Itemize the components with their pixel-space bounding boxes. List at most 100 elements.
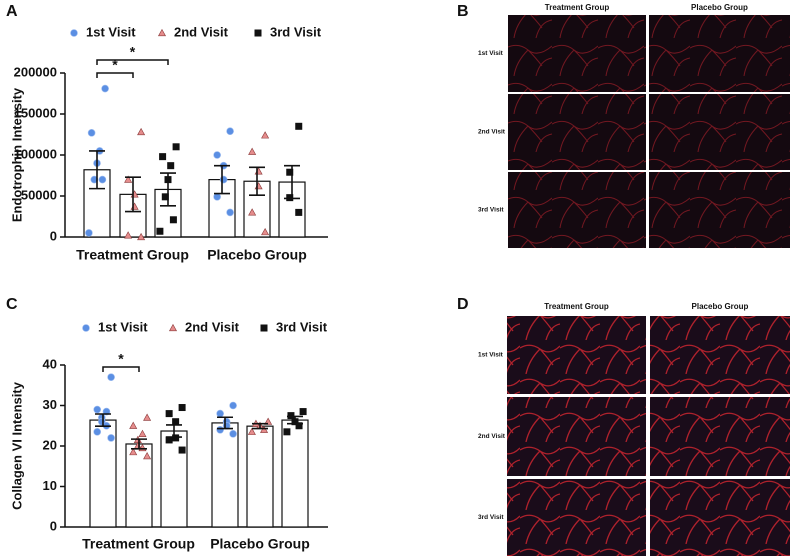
significance-bracket xyxy=(102,366,140,372)
data-point xyxy=(229,430,237,438)
data-point xyxy=(264,417,273,425)
y-tick-label: 40 xyxy=(43,356,57,371)
panel-label: D xyxy=(457,296,469,313)
data-point xyxy=(98,175,107,184)
column-header: Placebo Group xyxy=(692,302,749,311)
micrograph xyxy=(649,15,790,92)
data-point xyxy=(159,153,167,161)
data-point xyxy=(216,409,224,418)
error-bar xyxy=(95,413,111,427)
bar xyxy=(160,430,188,528)
data-point xyxy=(143,413,152,421)
panel-label: C xyxy=(6,296,18,313)
micrograph xyxy=(649,94,790,170)
data-point xyxy=(129,447,138,456)
data-point xyxy=(213,193,221,201)
bar xyxy=(281,419,309,528)
micrograph xyxy=(650,479,790,556)
y-tick-label: 10 xyxy=(43,478,57,493)
y-tick-label: 150000 xyxy=(14,105,57,120)
data-point xyxy=(107,373,115,381)
data-point xyxy=(172,143,180,151)
data-point xyxy=(295,422,303,430)
data-point xyxy=(93,428,102,436)
legend-marker xyxy=(168,323,178,332)
micrograph xyxy=(650,316,790,394)
data-point xyxy=(169,216,177,224)
column-header: Treatment Group xyxy=(545,3,610,12)
significance-bracket xyxy=(96,72,134,78)
data-point xyxy=(101,84,109,93)
data-point xyxy=(286,168,294,176)
y-tick-label: 200000 xyxy=(14,64,57,79)
error-bar xyxy=(160,172,176,207)
data-point xyxy=(229,401,237,410)
error-bar xyxy=(214,164,230,195)
data-point xyxy=(161,193,169,201)
legend-marker xyxy=(70,29,78,37)
data-point xyxy=(254,167,263,175)
error-bar xyxy=(287,415,303,425)
data-point xyxy=(107,434,115,442)
row-label: 3rd Visit xyxy=(478,514,504,521)
error-bar xyxy=(217,416,233,430)
data-point xyxy=(165,410,173,418)
legend-marker xyxy=(260,324,268,332)
x-tick-label: Placebo Group xyxy=(207,247,307,263)
row-label: 2nd Visit xyxy=(478,433,506,440)
data-point xyxy=(165,436,173,444)
data-point xyxy=(87,129,96,137)
data-point xyxy=(172,418,180,426)
y-axis-label: Collagen VI Intensity xyxy=(9,381,24,510)
legend-label: 1st Visit xyxy=(98,319,148,334)
data-point xyxy=(286,194,294,202)
data-point xyxy=(216,425,224,434)
data-point xyxy=(213,151,221,159)
legend-marker xyxy=(157,28,167,37)
error-bar xyxy=(89,150,105,190)
data-point xyxy=(137,232,146,241)
data-point xyxy=(260,425,269,433)
micrograph xyxy=(507,479,646,556)
micrograph xyxy=(508,172,646,248)
legend-label: 3rd Visit xyxy=(270,24,322,39)
data-point xyxy=(138,429,147,437)
error-bar xyxy=(252,422,268,430)
row-label: 3rd Visit xyxy=(478,207,504,214)
data-point xyxy=(124,175,133,183)
error-bar xyxy=(125,176,141,213)
y-tick-label: 100000 xyxy=(14,146,57,161)
bar xyxy=(246,425,274,528)
column-header: Placebo Group xyxy=(691,3,748,12)
data-point xyxy=(219,175,228,184)
data-point xyxy=(226,208,234,217)
y-tick-label: 20 xyxy=(43,437,57,452)
error-bar xyxy=(166,424,182,438)
row-label: 1st Visit xyxy=(478,352,504,359)
data-point xyxy=(85,229,93,237)
column-header: Treatment Group xyxy=(544,302,609,311)
data-point xyxy=(295,122,303,130)
y-tick-label: 0 xyxy=(50,228,57,243)
row-label: 2nd Visit xyxy=(478,129,506,136)
data-point xyxy=(261,131,270,139)
significance-label: * xyxy=(130,44,136,60)
micrograph xyxy=(649,172,790,248)
data-point xyxy=(167,162,175,170)
data-point xyxy=(283,428,291,436)
data-point xyxy=(143,452,152,460)
data-point xyxy=(226,127,234,136)
data-point xyxy=(137,127,146,136)
legend-label: 2nd Visit xyxy=(185,319,240,334)
y-tick-label: 0 xyxy=(50,518,57,533)
data-point xyxy=(248,147,257,155)
legend-label: 2nd Visit xyxy=(174,24,229,39)
legend-marker xyxy=(82,324,90,332)
data-point xyxy=(248,208,257,216)
x-tick-label: Placebo Group xyxy=(210,536,310,552)
bar xyxy=(211,422,239,528)
data-point xyxy=(156,227,164,235)
y-tick-label: 50000 xyxy=(21,187,57,202)
data-point xyxy=(172,434,180,442)
